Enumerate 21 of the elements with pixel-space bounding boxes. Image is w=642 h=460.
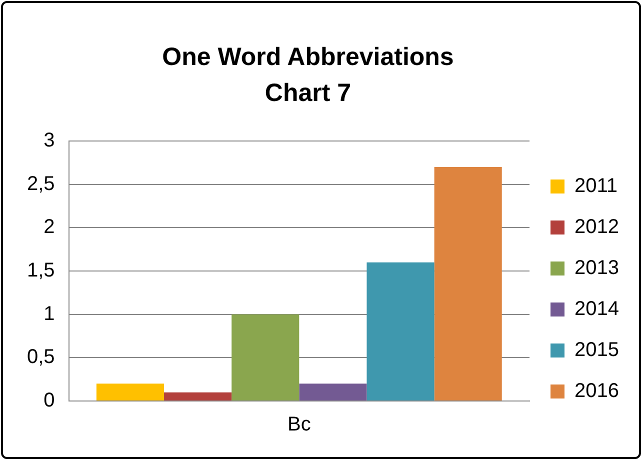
bar xyxy=(366,262,434,400)
y-tick-label: 1 xyxy=(44,302,55,325)
bar xyxy=(164,392,232,400)
bar xyxy=(232,314,300,400)
y-tick-label: 0 xyxy=(44,390,55,412)
chart-title: One Word Abbreviations Chart 7 xyxy=(161,42,455,109)
y-tick-label: 2,5 xyxy=(26,172,55,195)
legend-label: 2012 xyxy=(574,216,620,238)
legend-label: 2013 xyxy=(574,257,620,280)
legend-label: 2011 xyxy=(574,175,618,198)
bar xyxy=(96,384,164,400)
y-tick-label: 0,5 xyxy=(26,346,55,368)
legend-label: 2014 xyxy=(574,298,620,320)
bar xyxy=(299,384,367,400)
y-tick-label: 3 xyxy=(44,130,55,152)
y-tick-label: 1,5 xyxy=(26,260,55,282)
legend-label: 2015 xyxy=(574,339,620,362)
legend-label: 2016 xyxy=(574,380,620,402)
y-tick-label: 2 xyxy=(44,216,55,238)
x-tick-label: Bc xyxy=(287,414,311,436)
bar xyxy=(434,167,502,400)
